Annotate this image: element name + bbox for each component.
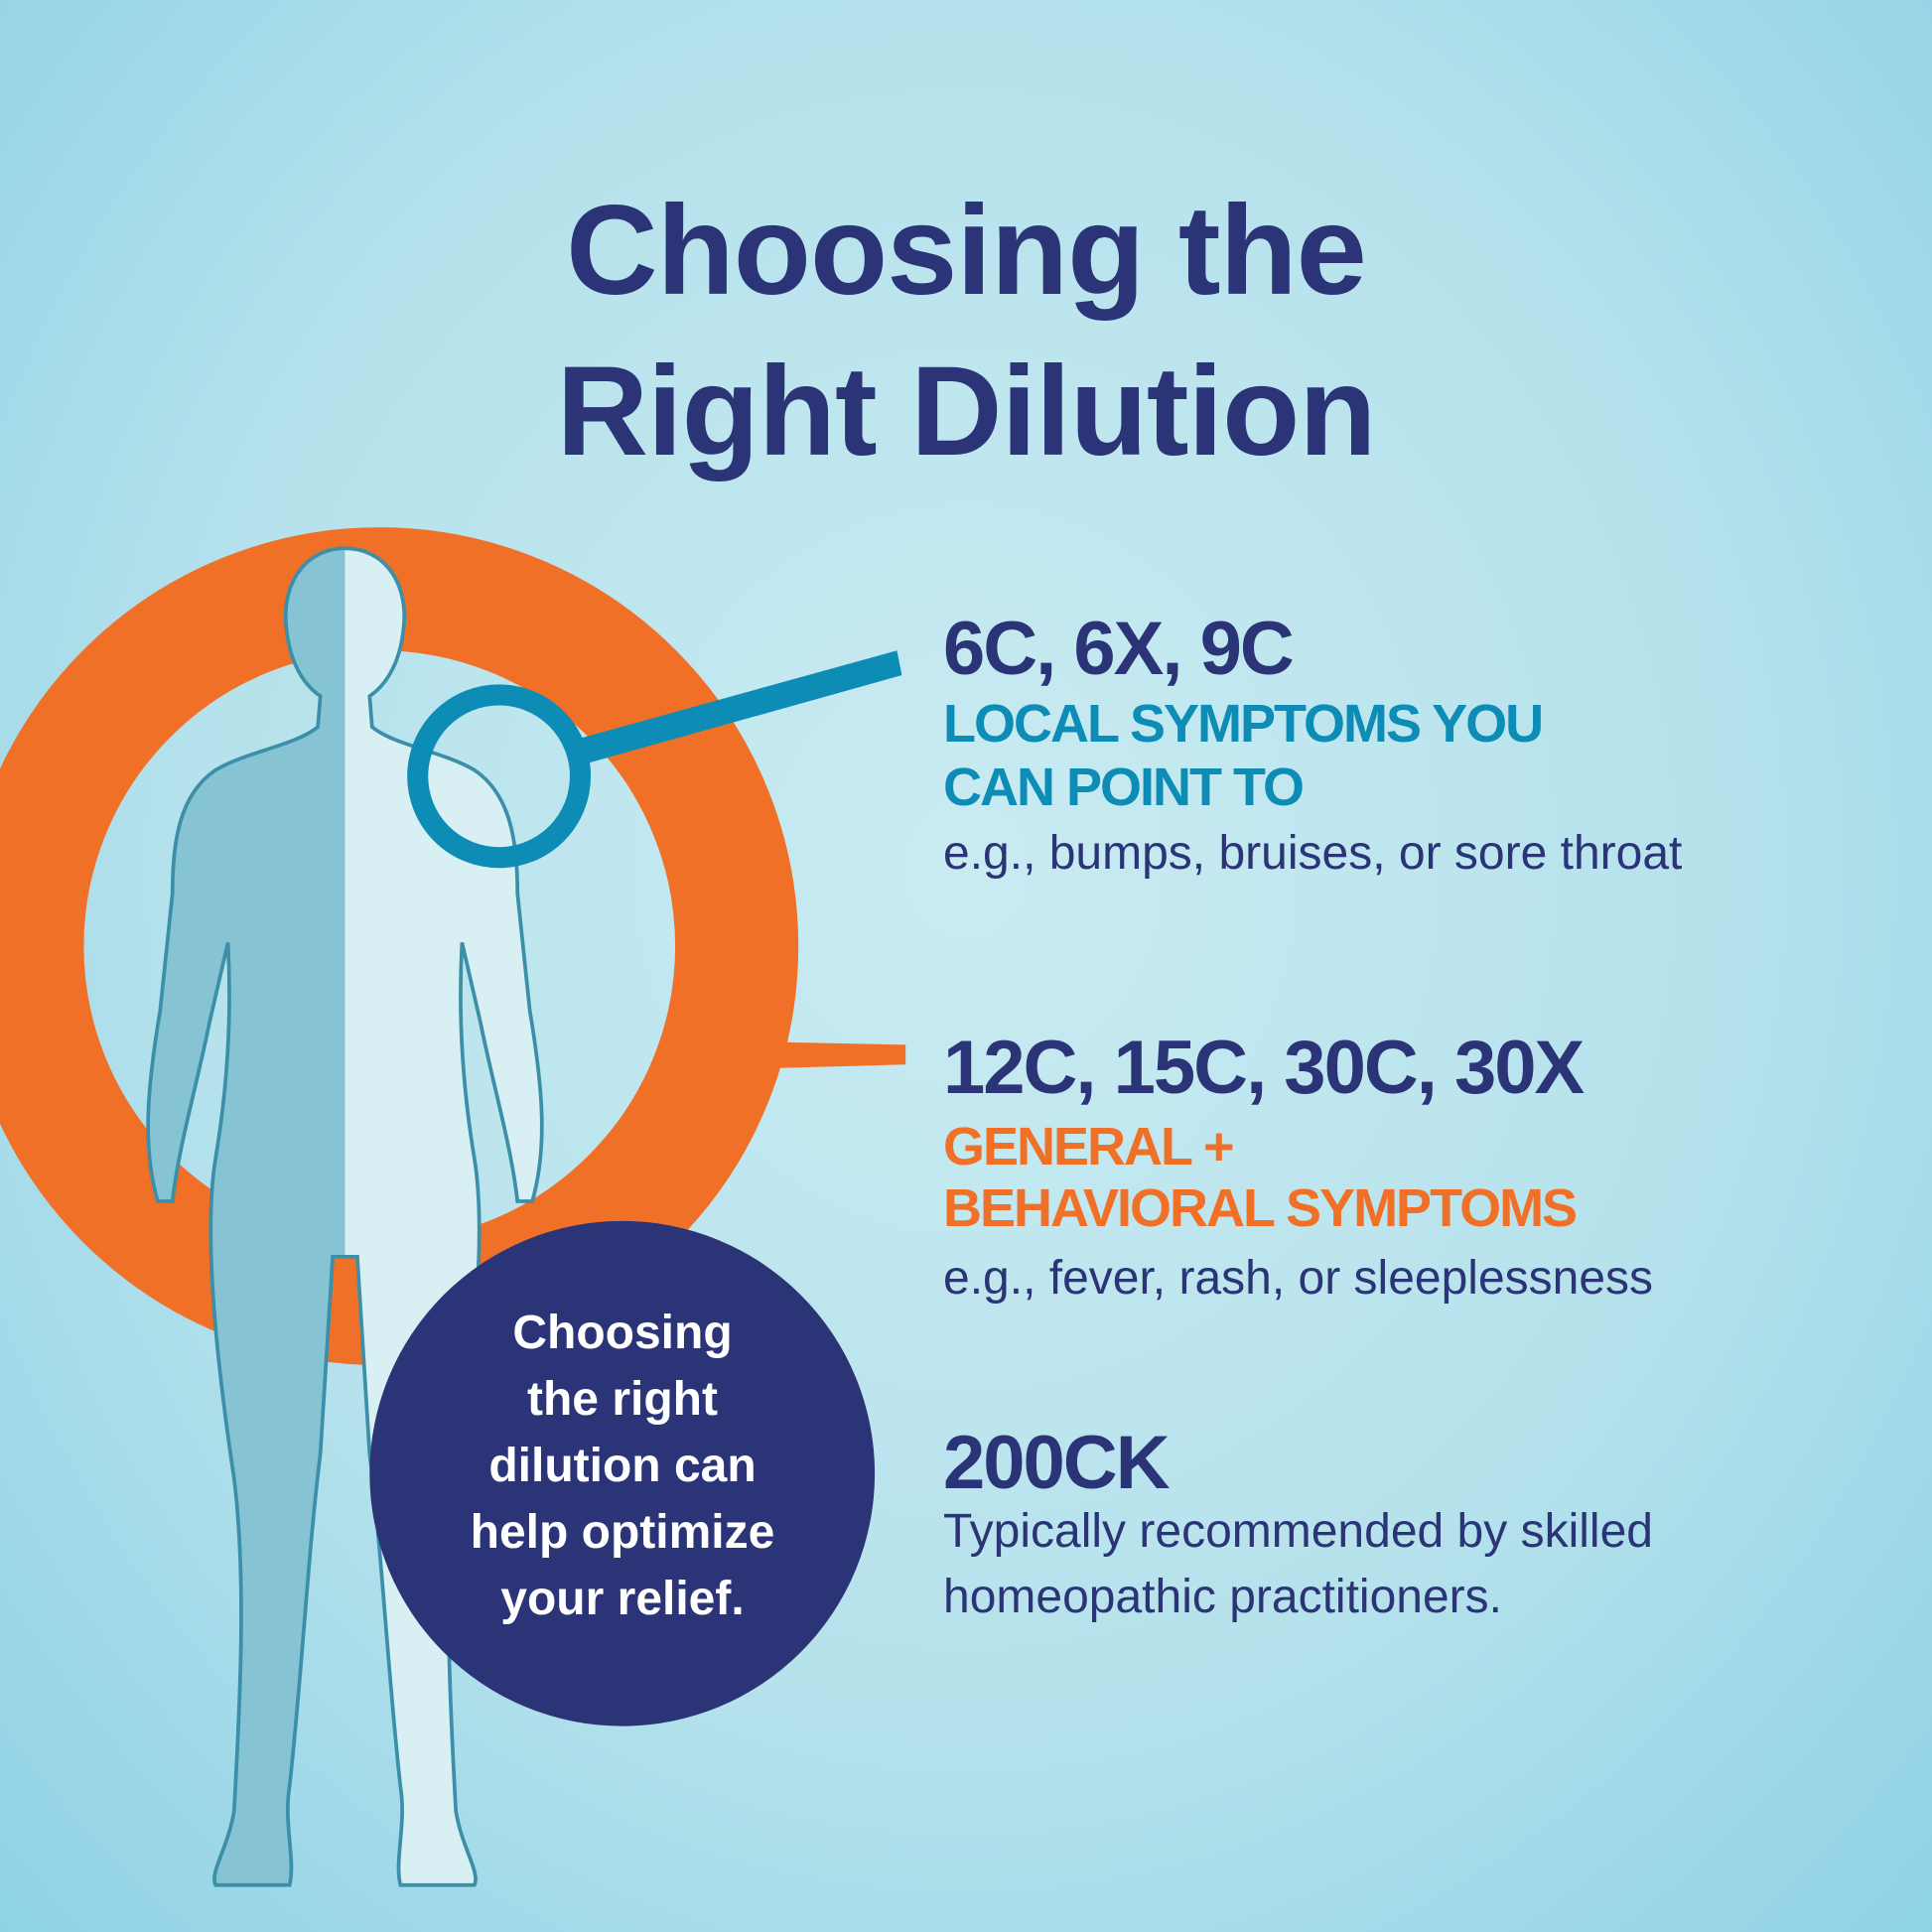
category-line: GENERAL + <box>943 1117 1235 1176</box>
category-line: CAN POINT TO <box>943 758 1305 817</box>
category-line: LOCAL SYMPTOMS YOU <box>943 694 1544 754</box>
category-line: BEHAVIORAL SYMPTOMS <box>943 1178 1578 1238</box>
orange-pointer-line <box>727 1040 906 1070</box>
callout-line: dilution can <box>488 1440 757 1492</box>
examples-text: e.g., bumps, bruises, or sore throat <box>943 827 1683 880</box>
page-title-line-1: Choosing the <box>566 180 1367 322</box>
dosage-heading: 6C, 6X, 9C <box>943 607 1295 691</box>
callout-line: Choosing <box>512 1307 733 1359</box>
dosage-heading: 200CK <box>943 1421 1171 1505</box>
page-title-line-2: Right Dilution <box>556 341 1377 483</box>
callout-text: Choosing the right dilution can help opt… <box>424 1300 821 1632</box>
callout-line: help optimize <box>470 1506 775 1559</box>
description-line: Typically recommended by skilled <box>943 1505 1653 1558</box>
teal-magnifier-circle-icon <box>407 684 592 869</box>
description-line: homeopathic practitioners. <box>943 1571 1502 1623</box>
callout-line: the right <box>527 1373 718 1426</box>
examples-text: e.g., fever, rash, or sleeplessness <box>943 1252 1654 1305</box>
callout-line: your relief. <box>500 1573 745 1625</box>
navy-callout-circle-icon <box>369 1220 876 1726</box>
teal-pointer-line <box>576 650 902 764</box>
dosage-heading: 12C, 15C, 30C, 30X <box>943 1026 1585 1110</box>
